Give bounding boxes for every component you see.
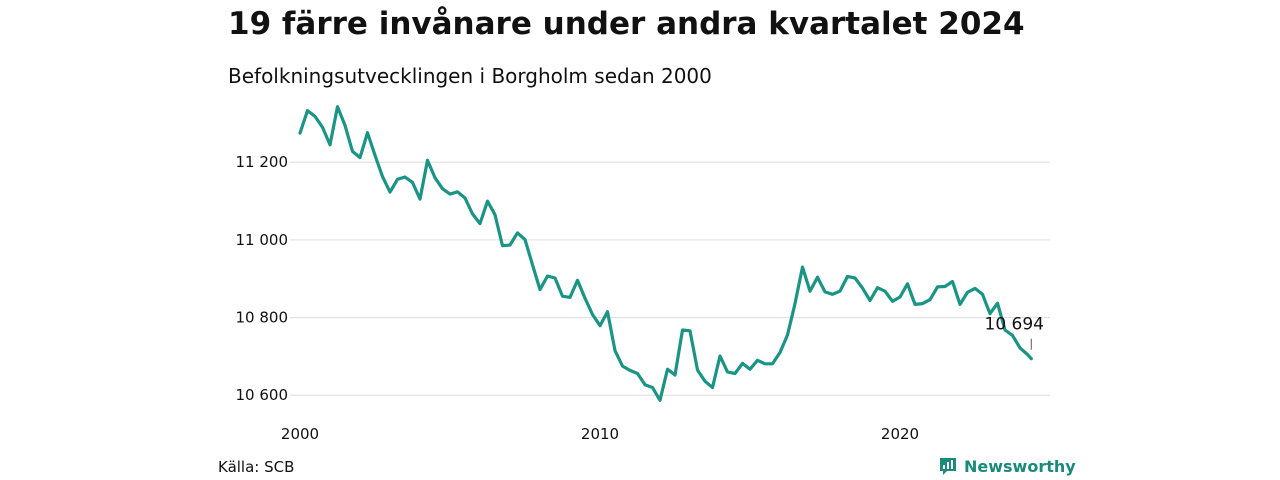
gridlines: [290, 161, 1050, 396]
series-lines: [298, 105, 1033, 402]
y-tick-label: 11 200: [236, 153, 289, 171]
brand-name: Newsworthy: [964, 456, 1076, 476]
source-credit: Källa: SCB: [218, 458, 295, 476]
brand-logo[interactable]: Newsworthy: [938, 456, 1076, 476]
chart-title: 19 färre invånare under andra kvartalet …: [228, 6, 1025, 42]
y-tick-label: 10 600: [236, 386, 289, 404]
annotation: 10 694: [985, 315, 1044, 350]
series-line: [298, 105, 1033, 402]
y-tick-label: 11 000: [236, 231, 289, 249]
x-tick-label: 2010: [581, 425, 619, 443]
chart-subtitle: Befolkningsutvecklingen i Borgholm sedan…: [228, 64, 712, 88]
annotation-label: 10 694: [985, 315, 1044, 335]
y-tick-label: 10 800: [236, 309, 289, 327]
x-axis: 2000 2010 2020: [281, 425, 919, 443]
y-axis: 10 600 10 800 11 000 11 200: [236, 153, 289, 404]
x-tick-label: 2020: [881, 425, 919, 443]
x-tick-label: 2000: [281, 425, 319, 443]
newsworthy-logo-icon: [940, 458, 956, 475]
